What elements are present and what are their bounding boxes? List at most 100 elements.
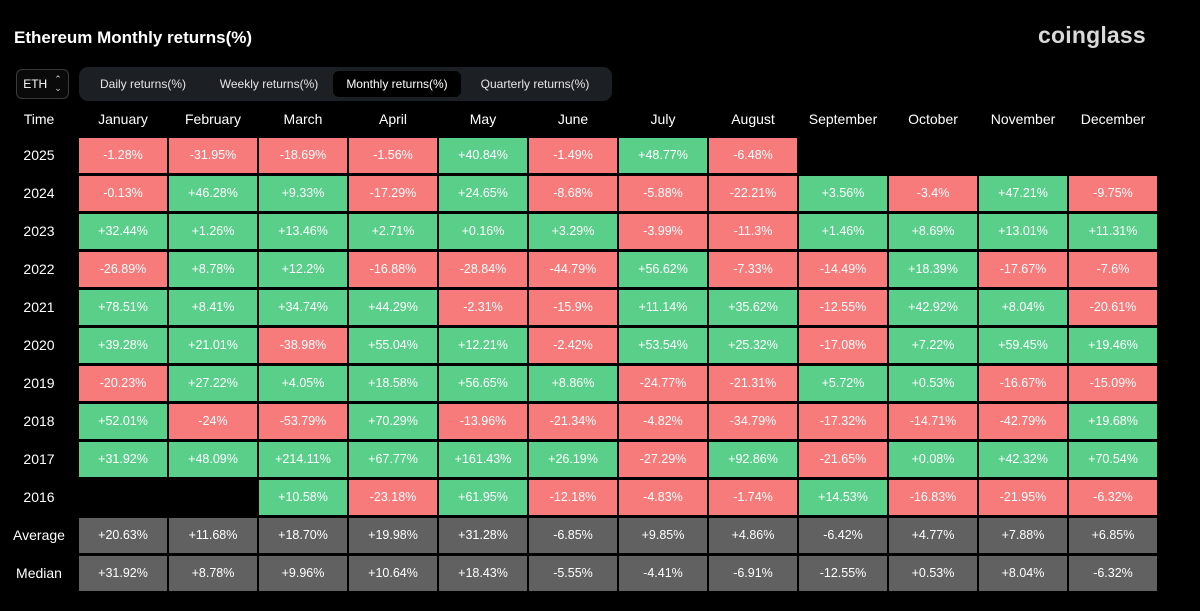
return-cell: +61.95%: [439, 480, 527, 515]
return-cell: -5.88%: [619, 176, 707, 211]
return-cell: +44.29%: [349, 290, 437, 325]
tab-quarterly-returns[interactable]: Quarterly returns(%): [480, 77, 590, 91]
return-cell: -9.75%: [1069, 176, 1157, 211]
return-cell: -1.74%: [709, 480, 797, 515]
return-cell: -24%: [169, 404, 257, 439]
return-cell: +31.92%: [79, 442, 167, 477]
year-label: 2022: [23, 261, 55, 277]
return-cell: +27.22%: [169, 366, 257, 401]
return-cell: +24.65%: [439, 176, 527, 211]
return-cell: -21.95%: [979, 480, 1067, 515]
summary-cell: +9.85%: [619, 518, 707, 553]
summary-cell: -6.91%: [709, 556, 797, 591]
return-cell: -1.56%: [349, 138, 437, 173]
return-cell: -17.08%: [799, 328, 887, 363]
summary-cell: +0.53%: [889, 556, 977, 591]
return-cell: +78.51%: [79, 290, 167, 325]
asset-select[interactable]: ETH ⌃ ⌄: [16, 69, 69, 99]
return-cell: -27.29%: [619, 442, 707, 477]
column-header: November: [990, 111, 1056, 127]
return-cell: -22.21%: [709, 176, 797, 211]
summary-cell: +18.43%: [439, 556, 527, 591]
column-header: July: [650, 111, 676, 127]
summary-row-label: Median: [16, 565, 62, 581]
return-cell: +0.16%: [439, 214, 527, 249]
return-cell: -7.33%: [709, 252, 797, 287]
column-header: December: [1080, 111, 1146, 127]
column-header: February: [184, 111, 242, 127]
asset-select-value: ETH: [23, 77, 48, 91]
return-cell: -31.95%: [169, 138, 257, 173]
summary-cell: -6.85%: [529, 518, 617, 553]
return-cell: +10.58%: [259, 480, 347, 515]
return-cell: +40.84%: [439, 138, 527, 173]
return-cell: -13.96%: [439, 404, 527, 439]
tab-daily-returns[interactable]: Daily returns(%): [99, 77, 186, 91]
return-cell: +8.41%: [169, 290, 257, 325]
return-cell: +48.77%: [619, 138, 707, 173]
return-cell: +56.62%: [619, 252, 707, 287]
tab-weekly-returns[interactable]: Weekly returns(%): [219, 77, 319, 91]
tab-monthly-returns[interactable]: Monthly returns(%): [333, 71, 461, 97]
column-header: May: [469, 111, 497, 127]
summary-cell: +8.04%: [979, 556, 1067, 591]
summary-cell: +31.28%: [439, 518, 527, 553]
return-cell: -16.67%: [979, 366, 1067, 401]
summary-cell: -4.41%: [619, 556, 707, 591]
return-cell: -20.23%: [79, 366, 167, 401]
column-header: September: [808, 111, 878, 127]
return-cell: +1.46%: [799, 214, 887, 249]
summary-cell: +18.70%: [259, 518, 347, 553]
return-cell: -44.79%: [529, 252, 617, 287]
return-cell: +8.78%: [169, 252, 257, 287]
column-header: April: [378, 111, 407, 127]
column-header: March: [283, 111, 323, 127]
return-cell: -16.83%: [889, 480, 977, 515]
return-cell: +21.01%: [169, 328, 257, 363]
return-cell: +2.71%: [349, 214, 437, 249]
return-cell: +70.54%: [1069, 442, 1157, 477]
return-cell: +11.31%: [1069, 214, 1157, 249]
return-cell: -17.29%: [349, 176, 437, 211]
summary-cell: +6.85%: [1069, 518, 1157, 553]
return-cell: -6.32%: [1069, 480, 1157, 515]
return-cell: +25.32%: [709, 328, 797, 363]
returns-period-tabs: Daily returns(%) Weekly returns(%) Month…: [79, 67, 612, 101]
corner-label-time: Time: [23, 111, 55, 127]
return-cell: +19.68%: [1069, 404, 1157, 439]
return-cell: +34.74%: [259, 290, 347, 325]
summary-cell: -5.55%: [529, 556, 617, 591]
return-cell: +56.65%: [439, 366, 527, 401]
return-cell: -23.18%: [349, 480, 437, 515]
return-cell: -12.18%: [529, 480, 617, 515]
return-cell: +0.53%: [889, 366, 977, 401]
summary-cell: -12.55%: [799, 556, 887, 591]
return-cell: -21.31%: [709, 366, 797, 401]
summary-cell: +4.77%: [889, 518, 977, 553]
return-cell: -14.71%: [889, 404, 977, 439]
return-cell: +47.21%: [979, 176, 1067, 211]
return-cell: +5.72%: [799, 366, 887, 401]
year-label: 2020: [23, 337, 55, 353]
return-cell: +4.05%: [259, 366, 347, 401]
return-cell: +55.04%: [349, 328, 437, 363]
return-cell: +14.53%: [799, 480, 887, 515]
summary-row-label: Average: [13, 527, 65, 543]
return-cell: -1.28%: [79, 138, 167, 173]
return-cell: -18.69%: [259, 138, 347, 173]
summary-cell: +11.68%: [169, 518, 257, 553]
return-cell: -21.34%: [529, 404, 617, 439]
return-cell: +32.44%: [79, 214, 167, 249]
return-cell: +11.14%: [619, 290, 707, 325]
summary-cell: +4.86%: [709, 518, 797, 553]
return-cell: +8.86%: [529, 366, 617, 401]
return-cell: +59.45%: [979, 328, 1067, 363]
summary-cell: +31.92%: [79, 556, 167, 591]
column-header: October: [908, 111, 958, 127]
return-cell: -4.82%: [619, 404, 707, 439]
return-cell: -28.84%: [439, 252, 527, 287]
return-cell: -4.83%: [619, 480, 707, 515]
year-label: 2021: [23, 299, 55, 315]
summary-cell: +19.98%: [349, 518, 437, 553]
return-cell: +46.28%: [169, 176, 257, 211]
